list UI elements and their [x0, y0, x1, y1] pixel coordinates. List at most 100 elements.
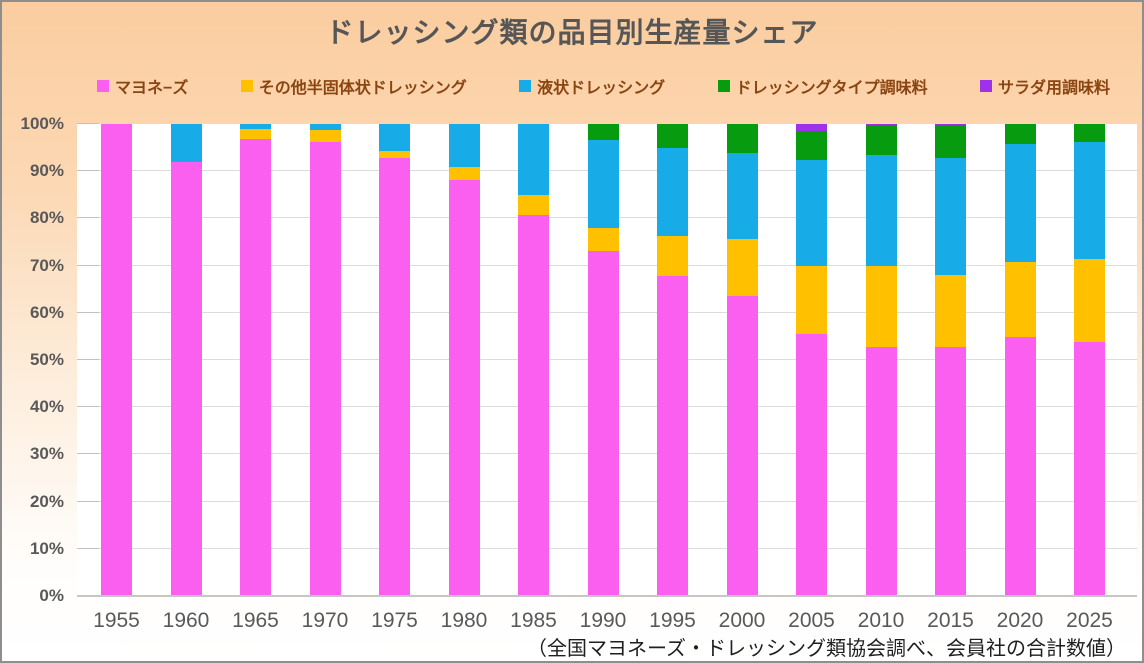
bar-segment-2010	[865, 124, 897, 126]
bar-segment-2005	[796, 266, 827, 334]
bar-segment-2015	[935, 124, 966, 125]
legend-item-mayonnaise: マヨネ−ズ	[97, 74, 188, 98]
bar-segment-1985	[518, 214, 549, 596]
legend-swatch-mayonnaise	[97, 80, 109, 92]
x-axis-label-2000: 2000	[718, 609, 766, 632]
bar-segment-2020	[1004, 143, 1036, 263]
bar-segment-1990	[587, 124, 619, 141]
bar-segment-2020	[1004, 262, 1036, 338]
bar-segment-2005	[796, 159, 827, 267]
bar-segment-1965	[240, 124, 271, 130]
bar-segment-2010	[865, 154, 897, 266]
y-axis-label-90%: 90%	[29, 161, 64, 181]
y-axis-label-70%: 70%	[29, 255, 64, 275]
bar-segment-1980	[448, 179, 480, 596]
y-axis-label-0%: 0%	[39, 586, 64, 605]
stacked-bar-1995	[657, 124, 688, 596]
bar-segment-1970	[309, 142, 341, 596]
bar-segment-2010	[865, 125, 897, 155]
bar-segment-1985	[518, 124, 549, 195]
y-tick-50%	[77, 359, 99, 360]
x-axis-label-1990: 1990	[579, 609, 627, 632]
stacked-bar-1960	[170, 124, 202, 596]
y-tick-100%	[77, 123, 99, 124]
bar-segment-1965	[240, 138, 271, 596]
bar-segment-1990	[587, 140, 619, 229]
stacked-bar-1970	[309, 124, 341, 596]
bar-segment-2005	[796, 124, 827, 131]
legend-item-other-semisolid: その他半固体状ドレッシング	[240, 74, 467, 98]
legend-label-other-semisolid: その他半固体状ドレッシング	[258, 80, 467, 97]
bar-segment-1975	[379, 158, 410, 596]
x-axis-label-1970: 1970	[301, 609, 349, 632]
legend-item-dressing-type-seasoning: ドレッシングタイプ調味料	[717, 74, 928, 98]
y-tick-10%	[77, 547, 99, 549]
bar-segment-1960	[170, 124, 202, 162]
y-axis-label-100%: 100%	[20, 114, 64, 133]
bar-segment-1990	[587, 228, 619, 252]
x-axis-label-1965: 1965	[232, 609, 279, 632]
bar-segment-1985	[518, 194, 549, 215]
stacked-bar-2020	[1004, 124, 1036, 596]
bar-segment-1955	[101, 124, 132, 596]
bar-segment-2005	[796, 333, 827, 596]
y-axis-label-50%: 50%	[29, 350, 64, 369]
bar-segment-2015	[935, 275, 966, 348]
legend-item-salad-seasoning: サラダ用調味料	[979, 74, 1110, 98]
x-axis-label-1985: 1985	[510, 609, 557, 632]
x-axis-label-1975: 1975	[371, 609, 418, 632]
stacked-bar-2010	[865, 124, 897, 596]
bar-segment-1995	[657, 275, 688, 596]
legend-swatch-liquid-dressing	[519, 80, 532, 92]
stacked-bar-1955	[101, 124, 132, 596]
stacked-bar-2015	[935, 124, 966, 596]
bar-segment-2015	[935, 347, 966, 596]
bar-segment-1970	[309, 130, 341, 143]
legend-label-liquid-dressing: 液状ドレッシング	[537, 80, 666, 97]
bar-segment-1980	[448, 124, 480, 167]
y-axis-label-80%: 80%	[29, 208, 64, 228]
stacked-bar-2025	[1074, 124, 1105, 596]
bar-segment-2005	[796, 130, 827, 160]
bar-segment-2015	[935, 124, 966, 159]
legend-label-salad-seasoning: サラダ用調味料	[997, 80, 1110, 97]
y-axis-label-30%: 30%	[29, 444, 64, 464]
x-axis-label-2025: 2025	[1066, 609, 1113, 632]
y-tick-90%	[77, 170, 99, 172]
bar-segment-2020	[1004, 337, 1036, 596]
legend-swatch-salad-seasoning	[979, 80, 992, 92]
stacked-bar-2000	[726, 124, 758, 596]
y-tick-40%	[77, 406, 99, 408]
legend-item-liquid-dressing: 液状ドレッシング	[519, 74, 665, 98]
x-axis-label-2010: 2010	[857, 609, 905, 632]
bar-segment-1980	[448, 166, 480, 180]
stacked-bar-1985	[518, 124, 549, 596]
bar-segment-2025	[1074, 259, 1105, 343]
bar-segment-2025	[1074, 141, 1105, 260]
y-tick-20%	[77, 500, 99, 502]
stacked-bar-1990	[587, 124, 619, 596]
bar-segment-1960	[170, 161, 202, 596]
bar-segment-1990	[587, 251, 619, 596]
bar-segment-2025	[1074, 342, 1105, 596]
y-axis-label-60%: 60%	[29, 302, 64, 322]
bar-segment-1995	[657, 124, 688, 149]
bar-segment-2010	[865, 265, 897, 347]
legend-swatch-dressing-type-seasoning	[717, 80, 730, 92]
y-axis-label-20%: 20%	[29, 491, 64, 511]
x-axis-label-1955: 1955	[93, 609, 140, 632]
x-axis-label-2015: 2015	[927, 609, 974, 632]
y-tick-70%	[77, 264, 99, 266]
y-tick-80%	[77, 217, 99, 219]
bar-segment-2025	[1074, 124, 1105, 142]
bar-segment-2000	[726, 238, 758, 297]
legend: マヨネ−ズ その他半固体状ドレッシング 液状ドレッシング ドレッシングタイプ調味…	[97, 74, 1110, 98]
x-axis-label-1960: 1960	[162, 609, 210, 632]
x-axis-line	[77, 595, 1137, 597]
x-axis-label-1995: 1995	[649, 609, 696, 632]
y-tick-60%	[77, 311, 99, 313]
y-axis-label-10%: 10%	[29, 538, 64, 558]
bar-segment-2015	[935, 158, 966, 276]
y-tick-30%	[77, 453, 99, 455]
